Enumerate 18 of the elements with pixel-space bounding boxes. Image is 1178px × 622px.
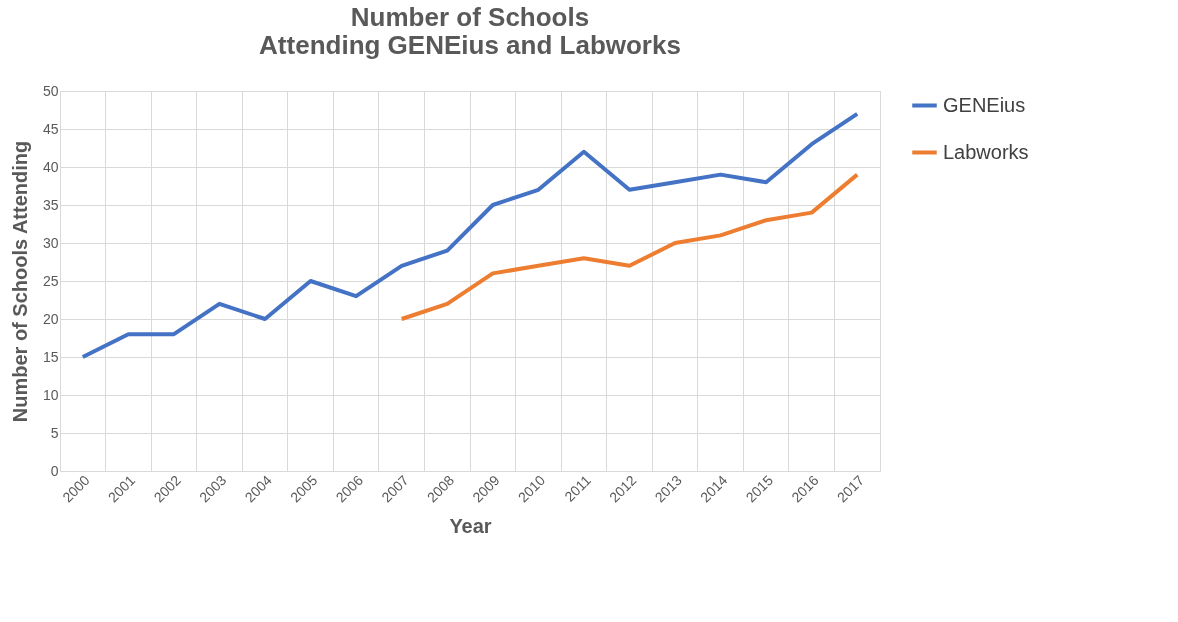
y-tick-label: 10: [42, 386, 59, 403]
y-tick-label: 35: [42, 196, 59, 213]
chart-title: Number of Schools Attending GENEius and Labworks: [259, 2, 681, 60]
y-axis-title: Number of Schools Attending: [8, 140, 31, 423]
legend-label: Labworks: [943, 140, 1029, 163]
y-tick-label: 20: [42, 310, 59, 327]
y-tick-label: 0: [50, 462, 59, 479]
y-tick-label: 50: [42, 82, 59, 99]
legend-label: GENEius: [943, 93, 1026, 116]
line-series: [399, 172, 860, 321]
y-tick-label: 25: [42, 272, 59, 289]
y-tick-label: 45: [42, 120, 59, 137]
y-tick-label: 15: [42, 348, 59, 365]
y-tick-label: 5: [50, 424, 59, 441]
x-axis-title: Year: [449, 515, 492, 538]
line-series: [80, 111, 860, 359]
y-tick-label: 30: [42, 234, 59, 251]
y-tick-label: 40: [42, 158, 59, 175]
